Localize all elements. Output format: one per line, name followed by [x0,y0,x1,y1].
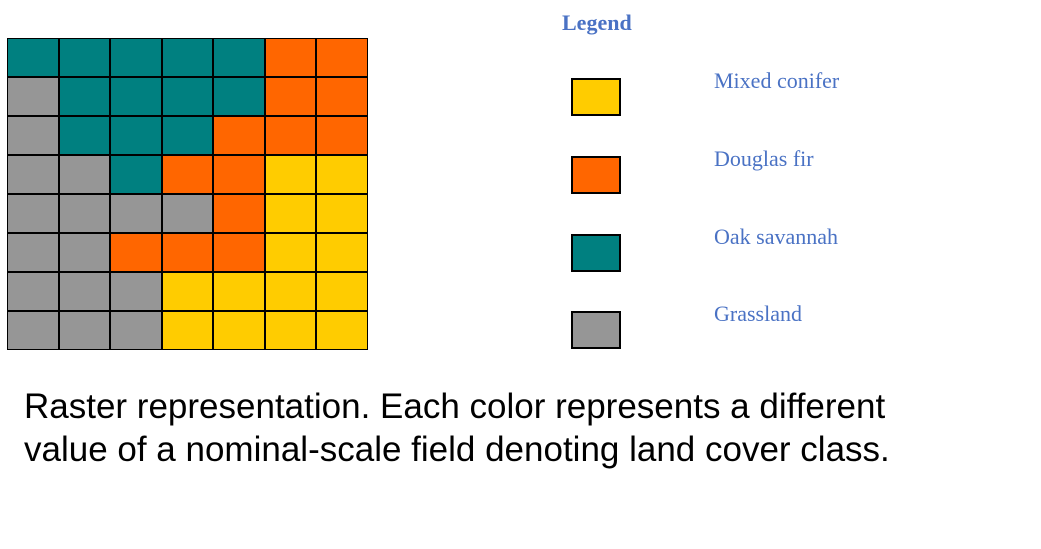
raster-cell-mixed-conifer [317,312,367,349]
raster-cell-mixed-conifer [162,273,213,310]
raster-cell-grassland [111,312,161,349]
raster-cell-oak-savannah [162,78,213,115]
raster-cell-grassland [8,156,58,193]
raster-cell-douglas-fir [265,39,316,76]
raster-cell-oak-savannah [111,156,161,193]
caption-line-2: value of a nominal-scale field denoting … [24,430,890,469]
raster-cell-mixed-conifer [265,156,316,193]
legend-item-oak-savannah: Oak savannah [571,224,991,274]
raster-cell-mixed-conifer [214,312,264,349]
raster-cell-douglas-fir [214,234,264,271]
legend-swatch-oak-savannah [571,234,621,272]
raster-grid [7,38,368,350]
legend-label-oak-savannah: Oak savannah [714,224,839,249]
raster-cell-mixed-conifer [317,234,367,271]
raster-cell-grassland [8,234,58,271]
legend-title: Legend [562,10,632,35]
raster-cell-oak-savannah [111,117,161,154]
legend-swatch-mixed-conifer [571,78,621,116]
raster-cell-grassland [59,312,110,349]
raster-cell-oak-savannah [59,78,110,115]
raster-cell-douglas-fir [317,39,367,76]
raster-cell-grassland [59,195,110,232]
raster-cell-mixed-conifer [317,273,367,310]
raster-cell-mixed-conifer [162,312,213,349]
legend-swatch-grassland [571,311,621,349]
legend-label-douglas-fir: Douglas fir [714,146,814,171]
raster-cell-mixed-conifer [265,273,316,310]
raster-cell-mixed-conifer [265,312,316,349]
raster-cell-douglas-fir [214,156,264,193]
raster-cell-mixed-conifer [214,273,264,310]
legend-label-grassland: Grassland [714,301,802,326]
raster-cell-oak-savannah [111,39,161,76]
raster-cell-mixed-conifer [317,156,367,193]
raster-cell-douglas-fir [214,117,264,154]
raster-cell-oak-savannah [214,39,264,76]
raster-cell-oak-savannah [214,78,264,115]
raster-cell-grassland [8,195,58,232]
raster-cell-grassland [111,195,161,232]
raster-cell-grassland [8,117,58,154]
raster-cell-douglas-fir [317,78,367,115]
raster-cell-douglas-fir [265,117,316,154]
raster-cell-oak-savannah [162,117,213,154]
legend-swatch-douglas-fir [571,156,621,194]
legend-item-grassland: Grassland [571,301,991,351]
raster-cell-mixed-conifer [317,195,367,232]
legend-item-mixed-conifer: Mixed conifer [571,68,991,118]
raster-cell-grassland [8,312,58,349]
caption: Raster representation. Each color repres… [24,385,1024,471]
raster-cell-grassland [59,156,110,193]
raster-cell-douglas-fir [214,195,264,232]
raster-cell-oak-savannah [162,39,213,76]
raster-cell-grassland [8,273,58,310]
raster-cell-grassland [8,78,58,115]
raster-cell-oak-savannah [111,78,161,115]
raster-cell-douglas-fir [162,234,213,271]
raster-cell-grassland [59,273,110,310]
raster-cell-oak-savannah [59,39,110,76]
legend-label-mixed-conifer: Mixed conifer [714,68,840,93]
legend-item-douglas-fir: Douglas fir [571,146,991,196]
raster-cell-douglas-fir [162,156,213,193]
caption-line-1: Raster representation. Each color repres… [24,387,886,426]
raster-cell-douglas-fir [265,78,316,115]
raster-cell-mixed-conifer [265,234,316,271]
raster-cell-oak-savannah [8,39,58,76]
raster-cell-mixed-conifer [265,195,316,232]
raster-cell-douglas-fir [317,117,367,154]
raster-cell-grassland [162,195,213,232]
raster-cell-douglas-fir [111,234,161,271]
raster-cell-oak-savannah [59,117,110,154]
raster-cell-grassland [59,234,110,271]
raster-cell-grassland [111,273,161,310]
